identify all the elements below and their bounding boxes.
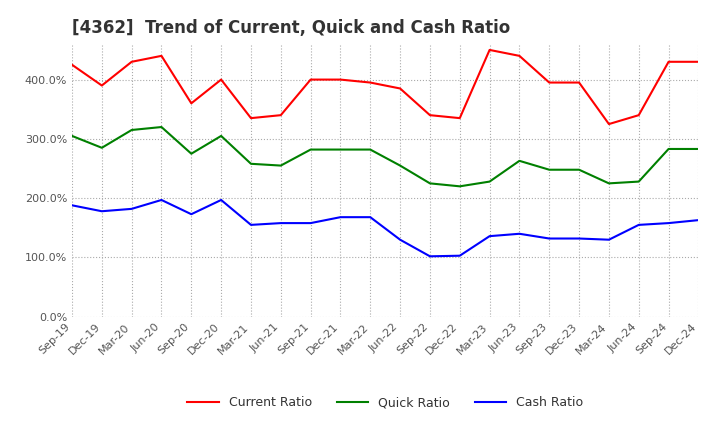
Quick Ratio [247, 161, 256, 166]
Quick Ratio [127, 127, 136, 132]
Current Ratio [366, 80, 374, 85]
Current Ratio [306, 77, 315, 82]
Current Ratio [575, 80, 583, 85]
Current Ratio [68, 62, 76, 67]
Quick Ratio [68, 133, 76, 139]
Current Ratio [545, 80, 554, 85]
Cash Ratio [485, 234, 494, 239]
Quick Ratio [97, 145, 106, 150]
Quick Ratio [575, 167, 583, 172]
Quick Ratio [515, 158, 523, 164]
Current Ratio [336, 77, 345, 82]
Line: Cash Ratio: Cash Ratio [72, 200, 698, 257]
Cash Ratio [605, 237, 613, 242]
Cash Ratio [276, 220, 285, 226]
Cash Ratio [396, 237, 405, 242]
Quick Ratio [545, 167, 554, 172]
Quick Ratio [694, 147, 703, 152]
Current Ratio [97, 83, 106, 88]
Quick Ratio [605, 181, 613, 186]
Quick Ratio [187, 151, 196, 156]
Current Ratio [515, 53, 523, 59]
Quick Ratio [396, 163, 405, 168]
Cash Ratio [217, 197, 225, 202]
Cash Ratio [157, 197, 166, 202]
Cash Ratio [426, 254, 434, 259]
Cash Ratio [515, 231, 523, 236]
Cash Ratio [187, 212, 196, 217]
Quick Ratio [217, 133, 225, 139]
Current Ratio [456, 115, 464, 121]
Current Ratio [157, 53, 166, 59]
Quick Ratio [485, 179, 494, 184]
Cash Ratio [336, 215, 345, 220]
Cash Ratio [545, 236, 554, 241]
Current Ratio [127, 59, 136, 64]
Quick Ratio [665, 147, 673, 152]
Cash Ratio [456, 253, 464, 258]
Current Ratio [426, 113, 434, 118]
Quick Ratio [456, 183, 464, 189]
Current Ratio [217, 77, 225, 82]
Current Ratio [634, 113, 643, 118]
Cash Ratio [97, 209, 106, 214]
Quick Ratio [634, 179, 643, 184]
Quick Ratio [426, 181, 434, 186]
Cash Ratio [694, 217, 703, 223]
Quick Ratio [366, 147, 374, 152]
Current Ratio [247, 115, 256, 121]
Current Ratio [187, 101, 196, 106]
Line: Quick Ratio: Quick Ratio [72, 127, 698, 186]
Text: [4362]  Trend of Current, Quick and Cash Ratio: [4362] Trend of Current, Quick and Cash … [72, 19, 510, 37]
Line: Current Ratio: Current Ratio [72, 50, 698, 124]
Quick Ratio [157, 125, 166, 130]
Cash Ratio [68, 203, 76, 208]
Current Ratio [485, 47, 494, 52]
Legend: Current Ratio, Quick Ratio, Cash Ratio: Current Ratio, Quick Ratio, Cash Ratio [182, 391, 588, 414]
Cash Ratio [634, 222, 643, 227]
Cash Ratio [247, 222, 256, 227]
Current Ratio [694, 59, 703, 64]
Cash Ratio [306, 220, 315, 226]
Quick Ratio [336, 147, 345, 152]
Cash Ratio [127, 206, 136, 212]
Cash Ratio [665, 220, 673, 226]
Quick Ratio [276, 163, 285, 168]
Current Ratio [665, 59, 673, 64]
Current Ratio [396, 86, 405, 91]
Current Ratio [276, 113, 285, 118]
Cash Ratio [366, 215, 374, 220]
Current Ratio [605, 121, 613, 127]
Quick Ratio [306, 147, 315, 152]
Cash Ratio [575, 236, 583, 241]
